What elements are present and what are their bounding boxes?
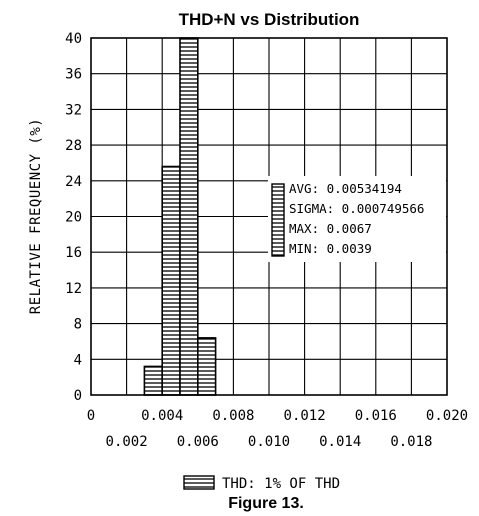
histogram-bar xyxy=(143,365,163,396)
x-tick-label: 0.004 xyxy=(141,408,183,424)
figure-caption: Figure 13. xyxy=(228,495,304,512)
histogram-bars xyxy=(143,37,217,396)
y-axis-label: RELATIVE FREQUENCY (%) xyxy=(28,118,44,314)
stats-box: AVG: 0.00534194 SIGMA: 0.000749566 MAX: … xyxy=(268,176,446,262)
y-tick-label: 24 xyxy=(65,174,82,190)
x-tick-label: 0.012 xyxy=(284,408,326,424)
y-tick-label: 32 xyxy=(65,102,82,118)
legend: THD: 1% OF THD xyxy=(183,475,340,492)
x-tick-labels: 0 0.004 0.008 0.012 0.016 0.020 0.002 0.006 0.01… xyxy=(87,408,468,450)
y-tick-labels: 0 4 8 12 16 20 24 28 32 36 40 xyxy=(65,31,82,404)
y-tick-label: 8 xyxy=(74,317,82,333)
x-tick-label: 0.002 xyxy=(106,434,148,450)
y-tick-label: 0 xyxy=(74,388,82,404)
y-tick-label: 40 xyxy=(65,31,82,47)
y-tick-label: 4 xyxy=(74,352,82,368)
y-tick-label: 36 xyxy=(65,67,82,83)
histogram-bar xyxy=(197,337,217,396)
x-tick-label: 0.006 xyxy=(177,434,219,450)
stat-avg: AVG: 0.00534194 xyxy=(289,181,402,196)
y-tick-label: 28 xyxy=(65,138,82,154)
stat-max: MAX: 0.0067 xyxy=(289,221,372,236)
histogram-bar xyxy=(179,37,199,396)
stat-sigma: SIGMA: 0.000749566 xyxy=(289,201,424,216)
x-tick-label: 0.008 xyxy=(212,408,254,424)
stats-swatch xyxy=(271,183,285,257)
x-tick-label: 0.020 xyxy=(426,408,468,424)
x-tick-label: 0 xyxy=(87,408,95,424)
x-tick-label: 0.018 xyxy=(390,434,432,450)
x-tick-label: 0.014 xyxy=(319,434,361,450)
y-tick-label: 12 xyxy=(65,281,82,297)
y-tick-label: 16 xyxy=(65,245,82,261)
x-tick-label: 0.016 xyxy=(355,408,397,424)
stat-min: MIN: 0.0039 xyxy=(289,241,372,256)
plot-frame xyxy=(90,37,448,396)
x-tick-label: 0.010 xyxy=(248,434,290,450)
chart-title: THD+N vs Distribution xyxy=(179,10,360,29)
legend-swatch xyxy=(183,475,215,490)
histogram-bar xyxy=(161,165,181,396)
y-tick-label: 20 xyxy=(65,210,82,226)
legend-label: THD: 1% OF THD xyxy=(222,476,340,492)
